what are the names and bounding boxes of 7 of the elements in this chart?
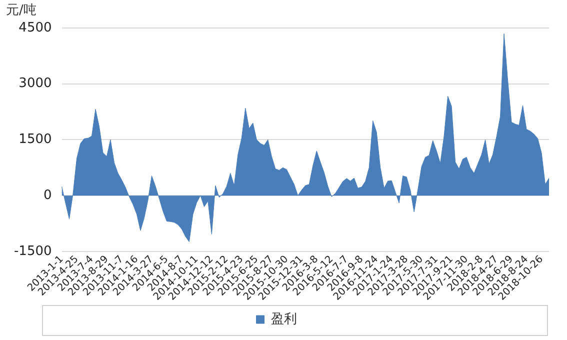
y-tick-label: 3000 [18, 76, 52, 92]
y-axis-title: 元/吨 [6, 2, 36, 18]
y-tick-label: -1500 [14, 244, 52, 259]
y-tick-label: 1500 [18, 132, 52, 148]
y-tick-label: 4500 [18, 20, 52, 36]
y-tick-label: 0 [43, 188, 52, 203]
legend-label: 盈利 [270, 312, 297, 327]
